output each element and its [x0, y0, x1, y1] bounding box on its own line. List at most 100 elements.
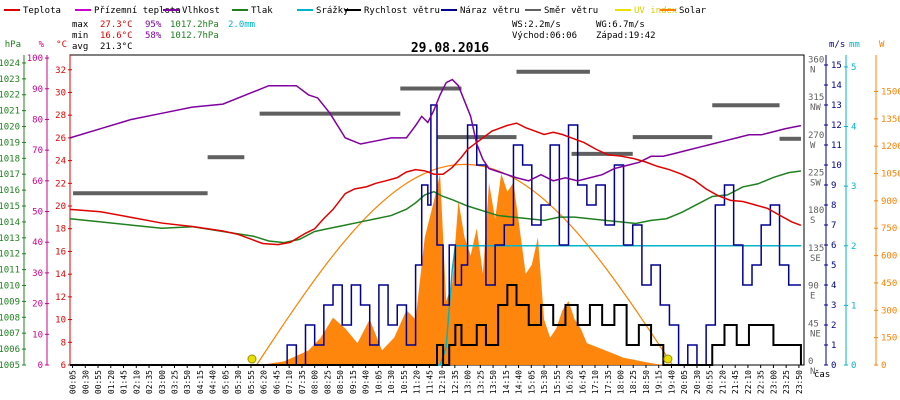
temp-axis-tick-label: 28: [55, 111, 66, 121]
x-tick-label: 23:25: [782, 370, 791, 394]
dir-axis-name: W: [810, 141, 816, 151]
x-tick-label: 23:00: [769, 370, 778, 394]
mm-axis-tick-label: 3: [851, 182, 856, 192]
x-tick-label: 19:15: [655, 370, 664, 394]
hpa-axis-tick-label: 1016: [0, 186, 20, 196]
legend-label: Solar: [679, 6, 707, 16]
dir-axis-deg: 315: [808, 93, 824, 103]
pct-axis-tick-label: 30: [32, 269, 43, 279]
stat-max-hum: 95%: [145, 20, 162, 30]
pct-axis-tick-label: 10: [32, 330, 43, 340]
wind-direction-segment: [571, 151, 633, 156]
stat-sunset: Západ:19:42: [596, 31, 656, 41]
hpa-axis-tick-label: 1019: [0, 138, 20, 148]
x-tick-label: 13:00: [464, 370, 473, 394]
dir-axis-name: N: [810, 65, 815, 75]
x-tick-label: 09:15: [349, 370, 358, 394]
x-tick-label: 04:15: [196, 370, 205, 394]
hpa-axis-tick-label: 1020: [0, 123, 20, 133]
stat-min-hum: 58%: [145, 31, 162, 41]
hpa-axis-tick-label: 1013: [0, 234, 20, 244]
stat-min-label: min: [72, 31, 88, 41]
x-tick-label: 12:10: [438, 370, 447, 394]
x-tick-label: 23:50: [795, 370, 804, 394]
hpa-axis-tick-label: 1022: [0, 91, 20, 101]
hpa-axis-tick-label: 1009: [0, 297, 20, 307]
hpa-axis-tick-label: 1012: [0, 250, 20, 260]
x-tick-label: 03:50: [183, 370, 192, 394]
ms-axis-tick-label: 2: [831, 321, 836, 331]
hpa-axis-tick-label: 1007: [0, 329, 20, 339]
temp-axis-tick-label: 16: [55, 247, 66, 257]
hpa-axis-tick-label: 1024: [0, 59, 20, 69]
temp-axis-tick-label: 6: [61, 361, 66, 371]
hpa-axis-unit: hPa: [5, 40, 21, 50]
w-axis-tick-label: 1500: [881, 87, 900, 97]
stat-min-temp: 16.6°C: [100, 31, 133, 41]
mm-axis-tick-label: 1: [851, 301, 856, 311]
hpa-axis-tick-label: 1005: [0, 361, 20, 371]
dir-axis-deg: 270: [808, 131, 824, 141]
x-tick-label: 05:05: [221, 370, 230, 394]
dir-axis-name: E: [810, 292, 815, 302]
uv-marker: [663, 354, 673, 364]
x-tick-label: 11:45: [425, 370, 434, 394]
stat-avg-temp: 21.3°C: [100, 42, 133, 52]
w-axis-tick-label: 750: [881, 224, 897, 234]
series-line-teplota: [69, 122, 802, 246]
x-tick-label: 13:25: [476, 370, 485, 394]
series-line-rychlost-v-tru: [70, 284, 802, 366]
hpa-axis-tick-label: 1017: [0, 170, 20, 180]
wind-direction-segment: [632, 135, 713, 140]
x-tick-label: 00:55: [94, 370, 103, 394]
stat-avg-label: avg: [72, 42, 88, 52]
w-axis-tick-label: 450: [881, 279, 897, 289]
ms-axis-tick-label: 10: [831, 161, 842, 171]
x-tick-label: 14:15: [502, 370, 511, 394]
temp-axis-tick-label: 32: [55, 66, 66, 76]
dir-axis-name: NW: [810, 103, 821, 113]
x-tick-label: 16:20: [566, 370, 575, 394]
hpa-axis-tick-label: 1006: [0, 345, 20, 355]
legend: Teplota Přízemní teplota Vlhkost Tlak Srážky…: [4, 6, 707, 16]
pct-axis-tick-label: 20: [32, 300, 43, 310]
chart-title: 29.08.2016: [411, 41, 489, 56]
x-tick-label: 21:45: [731, 370, 740, 394]
x-tick-label: 06:20: [260, 370, 269, 394]
x-tick-label: 21:20: [718, 370, 727, 394]
x-tick-label: 18:00: [617, 370, 626, 394]
x-tick-label: 13:50: [489, 370, 498, 394]
w-axis-tick-label: 1350: [881, 115, 900, 125]
x-tick-label: 18:50: [642, 370, 651, 394]
x-tick-label: 10:55: [400, 370, 409, 394]
ms-axis-tick-label: 9: [831, 181, 836, 191]
w-axis-tick-label: 150: [881, 334, 897, 344]
x-tick-label: 09:40: [362, 370, 371, 394]
dir-axis-deg: 225: [808, 168, 824, 178]
hpa-axis-tick-label: 1011: [0, 266, 20, 276]
pct-axis-tick-label: 70: [32, 146, 43, 156]
x-tick-label: 16:45: [578, 370, 587, 394]
stat-rain-total: 2.0mm: [228, 20, 255, 30]
x-tick-label: 11:20: [413, 370, 422, 394]
ms-axis-tick-label: 5: [831, 261, 836, 271]
x-tick-label: 17:35: [604, 370, 613, 394]
temp-axis-tick-label: 26: [55, 134, 66, 144]
x-axis: 00:05 00:30 00:55 01:20 01:45 02:10 02:35 03:00…: [69, 365, 830, 394]
x-tick-label: 10:30: [387, 370, 396, 394]
ms-axis-tick-label: 15: [831, 61, 842, 71]
x-tick-label: 03:25: [170, 370, 179, 394]
temp-axis-tick-label: 30: [55, 88, 66, 98]
hpa-axis-tick-label: 1023: [0, 75, 20, 85]
temp-axis-unit: °C: [56, 40, 67, 50]
temp-axis-tick-label: 20: [55, 202, 66, 212]
ms-axis-tick-label: 6: [831, 241, 836, 251]
legend-label: Teplota: [23, 6, 61, 16]
wind-direction-segment: [712, 103, 780, 108]
mm-axis-tick-label: 4: [851, 123, 856, 133]
ms-axis-tick-label: 12: [831, 121, 842, 131]
stats-block: max 27.3°C 95% 1017.2hPa 2.0mm min 16.6°C 58% 10…: [72, 20, 656, 52]
mm-axis-unit: mm: [849, 40, 860, 50]
stat-max-press: 1017.2hPa: [170, 20, 219, 30]
